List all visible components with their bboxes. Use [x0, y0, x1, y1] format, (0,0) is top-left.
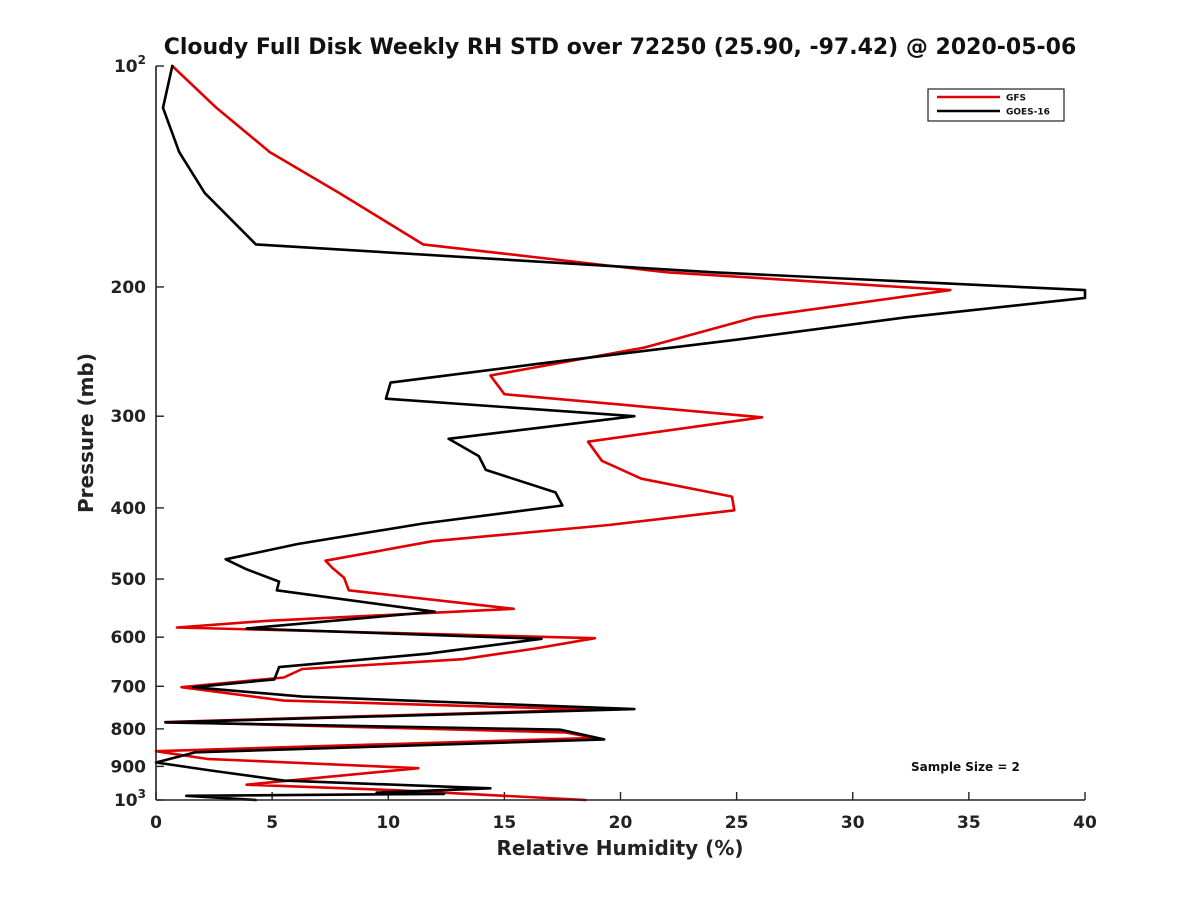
y-tick-label-base: 200: [111, 278, 147, 298]
y-tick-label: 600: [111, 628, 147, 648]
chart-title: Cloudy Full Disk Weekly RH STD over 7225…: [164, 35, 1077, 60]
y-tick-label: 103: [114, 787, 146, 811]
x-tick-label: 0: [150, 813, 162, 833]
x-tick-label: 5: [266, 813, 278, 833]
y-tick-label-exponent: 2: [138, 53, 146, 67]
legend: GFS GOES-16: [927, 88, 1065, 122]
y-tick-label: 800: [111, 720, 147, 740]
y-tick-label: 102: [114, 53, 146, 77]
y-tick-label-base: 10: [114, 57, 138, 77]
x-tick-label: 30: [841, 813, 865, 833]
x-tick-label: 25: [725, 813, 749, 833]
y-tick-label-base: 700: [111, 677, 147, 697]
y-tick-label-base: 800: [111, 720, 147, 740]
y-tick-label-exponent: 3: [138, 787, 146, 801]
y-tick-label: 200: [111, 278, 147, 298]
x-tick-label: 20: [609, 813, 633, 833]
x-tick-label: 40: [1073, 813, 1097, 833]
x-axis-ticks: 0 5 10 15 20 25 30 35 40: [150, 792, 1097, 833]
y-tick-label-base: 10: [114, 791, 138, 811]
y-tick-label: 400: [111, 499, 147, 519]
y-tick-label-base: 400: [111, 499, 147, 519]
y-tick-label: 700: [111, 677, 147, 697]
series-line-gfs: [154, 64, 952, 802]
sample-size-annotation: Sample Size = 2: [911, 760, 1020, 774]
series-layer: [154, 64, 1087, 802]
series-line-goes-16: [154, 64, 1087, 802]
x-tick-label: 35: [957, 813, 981, 833]
y-tick-label-base: 600: [111, 628, 147, 648]
y-tick-label: 900: [111, 757, 147, 777]
plot-area-background: [156, 66, 1085, 800]
x-tick-label: 10: [376, 813, 400, 833]
y-tick-label: 300: [111, 407, 147, 427]
legend-label-goes-16: GOES-16: [1006, 108, 1050, 118]
y-axis-label: Pressure (mb): [74, 353, 98, 513]
legend-label-gfs: GFS: [1006, 94, 1026, 104]
y-tick-label-base: 500: [111, 570, 147, 590]
x-axis-label: Relative Humidity (%): [496, 836, 743, 860]
y-tick-label: 500: [111, 570, 147, 590]
legend-box: [927, 88, 1065, 122]
x-tick-label: 15: [493, 813, 517, 833]
y-tick-label-base: 300: [111, 407, 147, 427]
y-tick-label-base: 900: [111, 757, 147, 777]
